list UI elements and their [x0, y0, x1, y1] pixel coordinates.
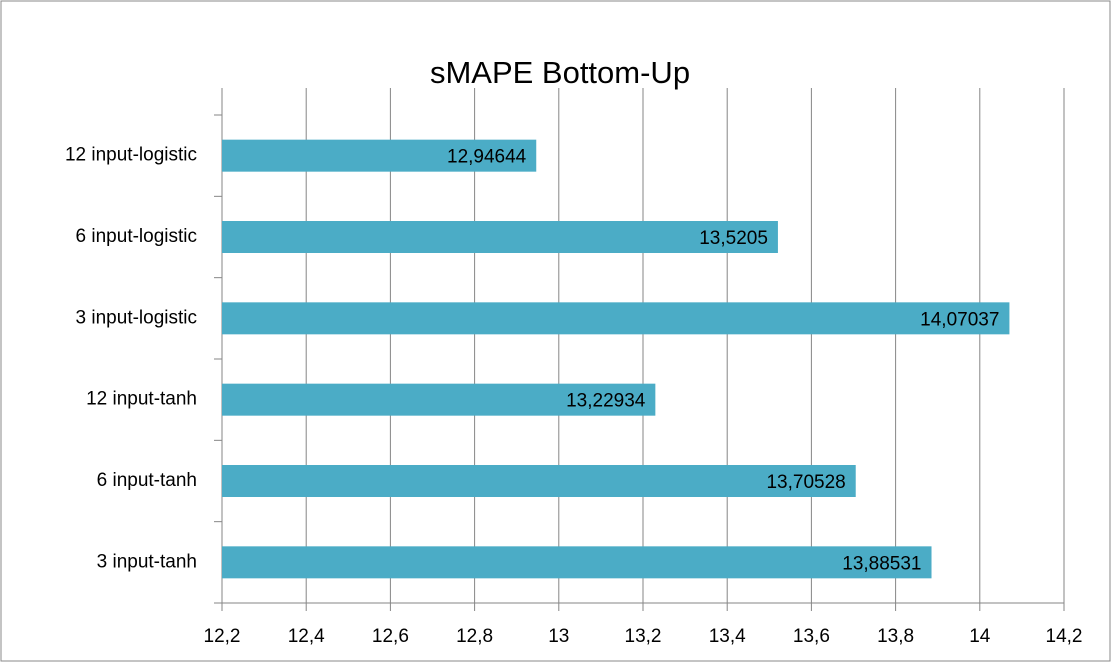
x-tick-label: 13,4: [709, 626, 746, 647]
y-tick-label: 12 input-tanh: [86, 389, 197, 410]
x-tick-label: 14,2: [1046, 626, 1083, 647]
bar: [222, 465, 856, 497]
chart-title: sMAPE Bottom-Up: [430, 55, 690, 90]
value-label: 14,07037: [920, 309, 999, 330]
bar: [222, 139, 537, 172]
bar: [222, 546, 932, 579]
x-tick-label: 12,4: [288, 626, 325, 647]
x-tick-label: 13,6: [793, 626, 830, 647]
bar: [222, 302, 1010, 335]
y-tick-label: 3 input-logistic: [76, 307, 197, 328]
x-tick-label: 13: [548, 626, 569, 647]
bar: [222, 383, 656, 416]
y-tick-label: 12 input-logistic: [65, 145, 197, 166]
x-tick-label: 13,8: [877, 626, 914, 647]
y-tick-label: 6 input-tanh: [97, 470, 197, 491]
bar: [222, 221, 778, 253]
y-tick-label: 6 input-logistic: [76, 226, 197, 247]
value-label: 13,88531: [842, 553, 921, 574]
value-label: 13,5205: [699, 228, 768, 249]
x-tick-label: 13,2: [625, 626, 662, 647]
x-tick-label: 12,8: [456, 626, 493, 647]
x-tick-label: 14: [969, 626, 991, 647]
x-tick-label: 12,6: [372, 626, 409, 647]
value-label: 13,22934: [566, 391, 646, 412]
value-label: 12,94644: [447, 147, 527, 168]
x-tick-label: 12,2: [204, 626, 241, 647]
value-label: 13,70528: [766, 472, 845, 493]
y-tick-label: 3 input-tanh: [97, 551, 197, 572]
